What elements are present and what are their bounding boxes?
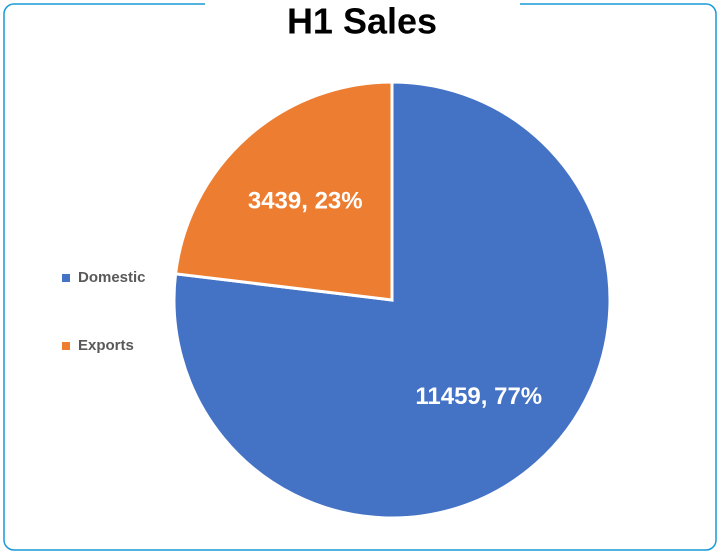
title-background <box>205 0 520 48</box>
legend-label: Exports <box>78 337 134 354</box>
legend-swatch <box>62 342 70 350</box>
pie-slice <box>173 80 394 302</box>
data-label: 11459, 77% <box>415 383 542 410</box>
legend-label: Domestic <box>78 269 146 286</box>
chart-title: H1 Sales <box>287 1 437 42</box>
data-label: 3439, 23% <box>248 187 363 214</box>
legend-swatch <box>62 274 70 282</box>
